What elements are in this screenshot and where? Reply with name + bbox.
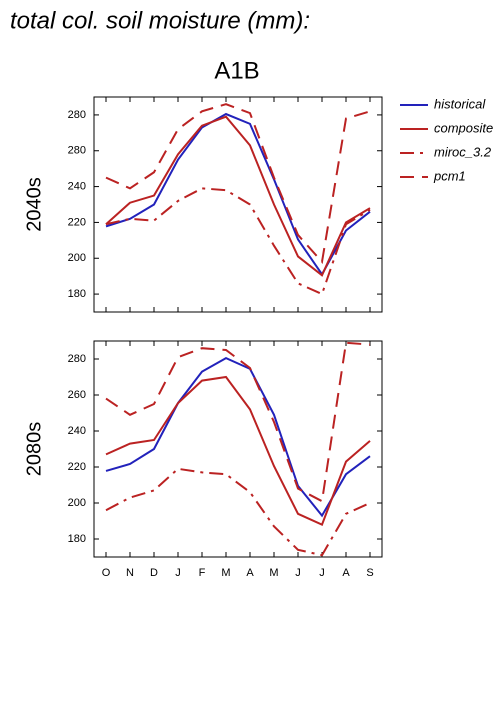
y-tick-label: 220 [68, 461, 86, 473]
y-tick-label: 200 [68, 252, 86, 264]
legend-label: composite [434, 120, 493, 135]
y-tick-label: 180 [68, 288, 86, 300]
y-axis-label: 2040s [23, 177, 45, 232]
x-tick-label: J [319, 567, 325, 579]
series-line [105, 467, 371, 557]
series-line [105, 115, 371, 277]
x-tick-label: N [126, 567, 134, 579]
y-tick-label: 260 [68, 389, 86, 401]
x-tick-label: J [175, 567, 181, 579]
x-tick-label: M [269, 567, 278, 579]
series-line [105, 375, 371, 526]
x-tick-label: A [246, 567, 254, 579]
x-tick-label: J [295, 567, 301, 579]
y-tick-label: 240 [68, 180, 86, 192]
scenario-title: A1B [214, 57, 259, 84]
legend-label: pcm1 [433, 168, 466, 183]
x-tick-label: F [199, 567, 206, 579]
y-tick-label: 280 [68, 109, 86, 121]
series-line [105, 341, 371, 503]
y-axis-label: 2080s [23, 422, 45, 477]
x-tick-label: A [342, 567, 350, 579]
series-line [105, 103, 371, 265]
plot-frame [93, 340, 383, 558]
y-tick-label: 220 [68, 216, 86, 228]
series-line [105, 112, 371, 277]
legend-label: historical [434, 96, 486, 111]
x-tick-label: D [150, 567, 158, 579]
y-tick-label: 240 [68, 425, 86, 437]
plot-frame [93, 96, 383, 313]
x-tick-label: S [366, 567, 373, 579]
series-line [105, 187, 371, 296]
series-line [105, 356, 371, 518]
x-tick-label: O [102, 567, 111, 579]
page-title: total col. soil moisture (mm): [10, 7, 310, 34]
y-tick-label: 180 [68, 533, 86, 545]
y-tick-label: 280 [68, 145, 86, 157]
x-tick-label: M [221, 567, 230, 579]
y-tick-label: 200 [68, 497, 86, 509]
y-tick-label: 280 [68, 353, 86, 365]
legend-label: miroc_3.2 [434, 144, 492, 159]
